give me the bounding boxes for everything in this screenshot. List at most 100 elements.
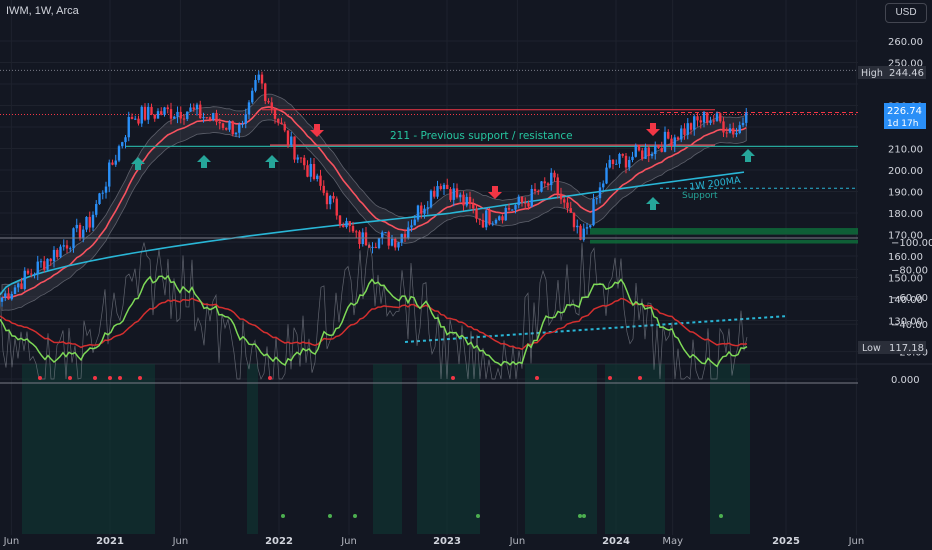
date-tick-label: Jun	[172, 536, 189, 547]
candle-body	[134, 118, 137, 120]
price-tick-label: 250.00	[888, 59, 923, 70]
candle-body	[527, 203, 530, 207]
candle-body	[426, 207, 429, 209]
candle-body	[199, 104, 202, 119]
osc-signal-dot-top	[451, 376, 455, 380]
candle-body	[397, 242, 400, 248]
candle-body	[244, 114, 247, 124]
osc-signal-dot-top	[138, 376, 142, 380]
osc-signal-dot-top	[638, 376, 642, 380]
candle-body	[468, 196, 472, 205]
candle-body	[634, 145, 637, 157]
high-badge-value-bg	[884, 66, 926, 79]
candle-body	[631, 156, 634, 161]
candles	[0, 70, 748, 307]
candle-body	[85, 216, 88, 230]
candle-body	[589, 225, 592, 228]
up-arrow-icon	[646, 197, 660, 210]
candle-body	[251, 90, 254, 103]
candle-body	[390, 238, 394, 246]
ticker-label[interactable]: IWM, 1W, Arca	[6, 5, 79, 17]
osc-tick-label: −60.00	[891, 293, 928, 304]
candle-body	[143, 106, 147, 120]
candle-body	[585, 227, 589, 229]
high-badge-label-bg	[858, 66, 884, 79]
candle-body	[56, 249, 59, 258]
candle-body	[403, 233, 407, 238]
osc-raw-line	[0, 241, 748, 380]
osc-signal-dot-bottom	[353, 514, 357, 518]
candle-body	[520, 196, 524, 203]
candle-body	[507, 207, 511, 210]
candle-body	[676, 137, 680, 140]
support-resistance-label: 211 - Previous support / resistance	[390, 130, 573, 142]
candle-body	[10, 294, 13, 300]
candle-body	[364, 232, 368, 246]
candle-body	[494, 219, 498, 224]
candle-body	[192, 107, 195, 110]
candle-body	[485, 210, 488, 228]
candle-body	[7, 293, 10, 300]
candle-body	[455, 188, 459, 198]
oscillator-highlight-band	[247, 364, 258, 534]
candle-body	[36, 261, 39, 274]
candle-body	[611, 159, 615, 165]
osc-tick-label: −80.00	[891, 265, 928, 276]
oscillator-highlight-band	[22, 364, 155, 534]
candle-body	[556, 177, 559, 194]
candle-body	[0, 297, 4, 302]
osc-tick-label: 0.000	[891, 375, 920, 386]
candle-body	[384, 232, 387, 234]
currency-button[interactable]: USD	[885, 3, 927, 23]
candle-body	[351, 225, 355, 232]
candle-body	[75, 224, 78, 229]
price-tick-label: 200.00	[888, 166, 923, 177]
candle-body	[407, 227, 410, 238]
candle-body	[166, 107, 169, 110]
candle-body	[69, 248, 72, 250]
candle-body	[218, 121, 221, 124]
candle-body	[208, 117, 212, 120]
candle-body	[628, 160, 631, 168]
candle-body	[156, 111, 160, 119]
candle-body	[533, 188, 537, 192]
candle-body	[241, 123, 244, 125]
candle-body	[436, 186, 439, 197]
candle-body	[33, 273, 36, 275]
candle-body	[423, 208, 426, 214]
candle-body	[439, 186, 442, 190]
candle-body	[345, 221, 348, 228]
candle-body	[43, 261, 46, 270]
candle-body	[618, 154, 621, 164]
candle-body	[696, 116, 699, 121]
price-tick-label: 130.00	[888, 317, 923, 328]
candle-body	[130, 117, 134, 120]
candle-body	[296, 157, 299, 160]
candle-body	[576, 225, 579, 228]
candle-body	[429, 190, 433, 208]
candle-body	[605, 167, 608, 184]
candle-body	[572, 212, 576, 228]
candle-body	[160, 111, 163, 115]
candle-body	[641, 150, 644, 159]
candle-body	[722, 121, 725, 133]
price-tick-label: 180.00	[888, 209, 923, 220]
ema-line	[1, 106, 747, 299]
candle-body	[111, 162, 114, 165]
oscillator-highlight-band	[605, 364, 665, 534]
up-arrow-icon	[197, 155, 211, 168]
candle-body	[514, 205, 517, 210]
candle-body	[153, 114, 156, 119]
candle-body	[247, 102, 251, 115]
date-tick-label: 2021	[96, 536, 124, 547]
candle-body	[260, 74, 264, 84]
candle-body	[23, 270, 26, 289]
candle-body	[654, 145, 657, 154]
price-tick-label: 160.00	[888, 252, 923, 263]
candle-body	[124, 137, 127, 143]
candle-body	[537, 191, 540, 193]
candle-body	[98, 193, 101, 205]
candle-body	[546, 183, 550, 186]
osc-slow-line	[0, 297, 748, 351]
